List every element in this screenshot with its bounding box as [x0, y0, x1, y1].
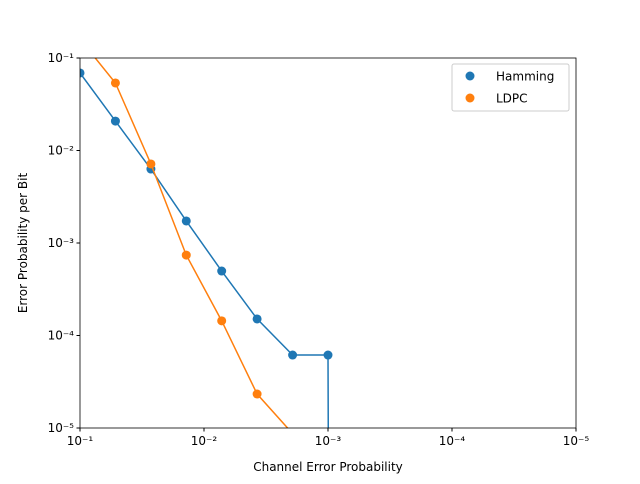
series-line	[94, 58, 289, 428]
y-tick-label: 10⁻⁵	[48, 421, 75, 435]
x-tick-label: 10⁻¹	[67, 434, 94, 448]
y-tick-label: 10⁻³	[48, 236, 75, 250]
point	[80, 68, 85, 78]
legend-box	[451, 63, 570, 112]
point	[252, 314, 262, 324]
point	[288, 350, 298, 360]
plot-area	[76, 35, 333, 438]
y-tick-label: 10⁻²	[48, 144, 75, 158]
point	[288, 429, 297, 438]
legend-label: LDPC	[496, 92, 528, 106]
x-tick-label: 10⁻⁴	[439, 434, 466, 448]
point	[252, 389, 262, 399]
y-tick-label: 10⁻⁴	[48, 329, 75, 343]
legend-label: Hamming	[496, 70, 554, 84]
point	[181, 250, 191, 260]
point	[181, 216, 191, 226]
x-tick-label: 10⁻³	[315, 434, 342, 448]
legend-marker	[465, 71, 475, 81]
point	[110, 116, 120, 126]
point	[217, 316, 227, 326]
x-axis-label: Channel Error Probability	[253, 460, 403, 474]
x-tick-label: 10⁻⁵	[563, 434, 590, 448]
point	[323, 350, 333, 360]
series-line	[80, 72, 330, 428]
legend-marker	[465, 93, 475, 103]
point	[217, 266, 227, 276]
point	[146, 159, 156, 169]
y-axis-label: Error Probability per Bit	[16, 173, 30, 314]
point	[110, 78, 120, 88]
x-tick-label: 10⁻²	[191, 434, 218, 448]
point	[76, 35, 85, 44]
y-tick-label: 10⁻¹	[48, 51, 75, 65]
